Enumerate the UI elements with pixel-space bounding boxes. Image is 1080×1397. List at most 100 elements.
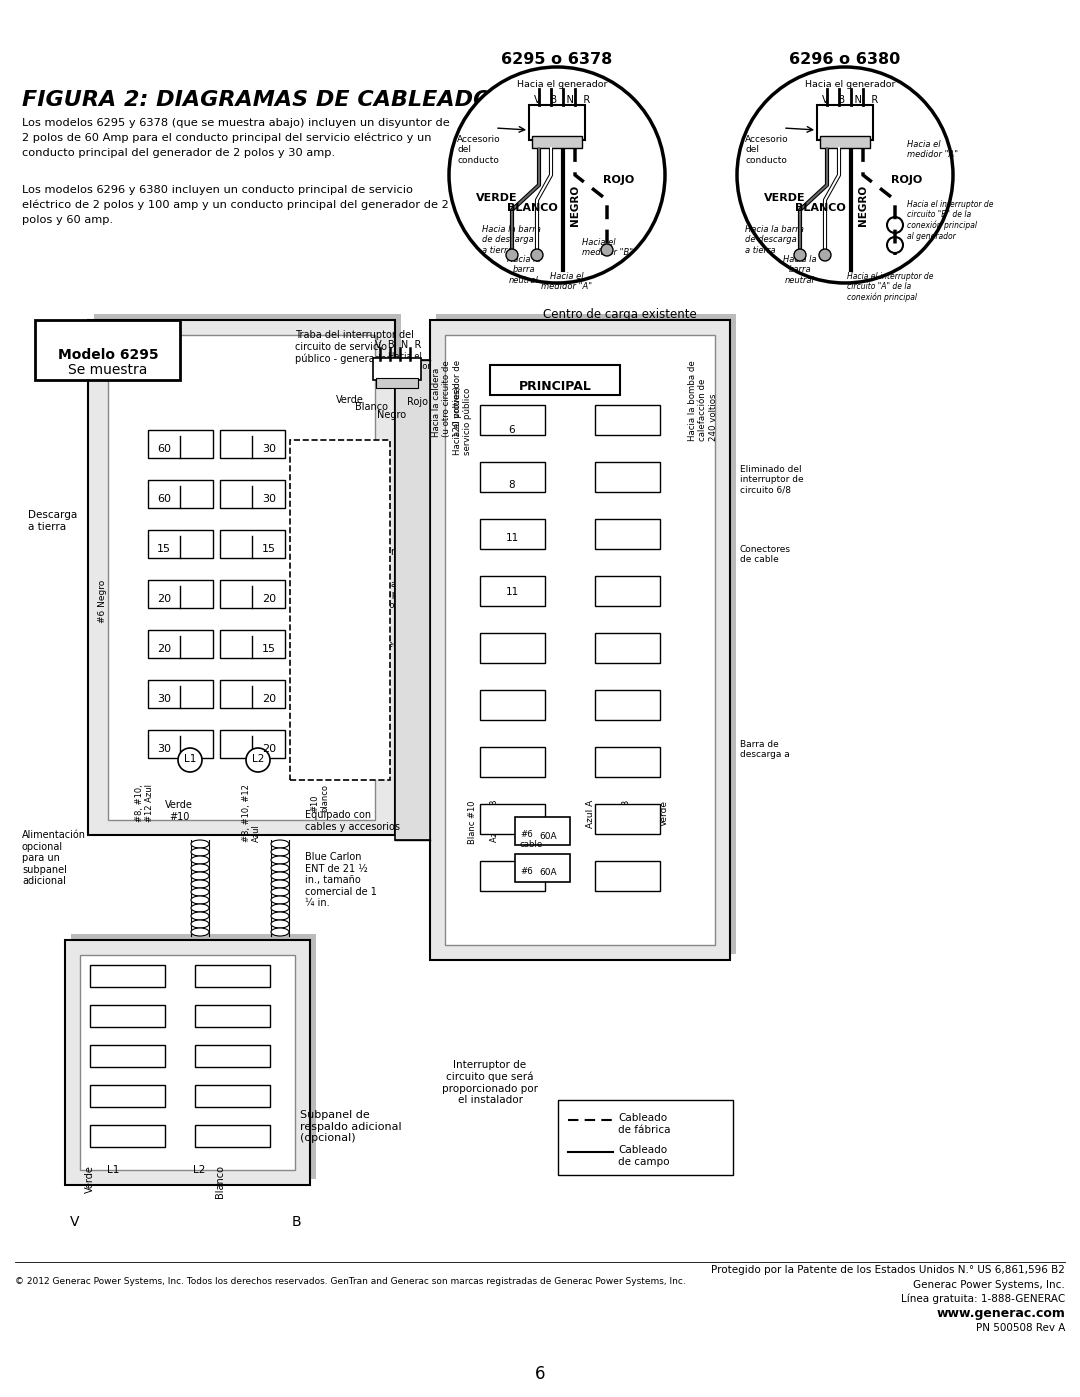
Text: 6: 6 [509, 425, 515, 434]
Text: Eliminado del
interruptor de
circuito 6/8: Eliminado del interruptor de circuito 6/… [740, 465, 804, 495]
Bar [445, 335, 715, 944]
Text: Alimentación
opcional
para un
subpanel
adicional: Alimentación opcional para un subpanel a… [22, 830, 86, 887]
Text: Hacia el
medidor "A": Hacia el medidor "A" [541, 272, 593, 292]
Text: V   B   N   R: V B N R [534, 95, 590, 105]
Text: Verde
#10: Verde #10 [165, 800, 193, 821]
Text: 15: 15 [262, 644, 276, 654]
Bar [595, 861, 660, 891]
Text: 20: 20 [157, 644, 171, 654]
Bar [195, 1085, 270, 1106]
Text: Conectores
de cable: Conectores de cable [740, 545, 791, 564]
Bar [80, 956, 295, 1171]
Bar [480, 861, 545, 891]
Text: L1: L1 [107, 1165, 120, 1175]
Ellipse shape [271, 863, 289, 872]
Text: Centro de carga existente: Centro de carga existente [543, 307, 697, 321]
Text: Eliminado del
interruptor de
circuito n.° 11: Eliminado del interruptor de circuito n.… [361, 580, 426, 610]
Bar [71, 935, 316, 1179]
Text: Hacia la caldera
(u otro circuito de
120 voltios): Hacia la caldera (u otro circuito de 120… [432, 360, 462, 437]
Text: ROJO: ROJO [604, 175, 635, 184]
Text: Interruptor de
circuito que será
proporcionado por
el instalador: Interruptor de circuito que será proporc… [442, 1060, 538, 1105]
Text: Blue Carlon
ENT de 21 ½
in., tamaño
comercial de 1
¼ in.: Blue Carlon ENT de 21 ½ in., tamaño come… [305, 852, 377, 908]
Text: 60: 60 [157, 495, 171, 504]
Bar [90, 965, 165, 988]
Bar [436, 314, 735, 954]
Bar [376, 379, 418, 388]
Bar [195, 1004, 270, 1027]
Text: Negro: Negro [377, 409, 406, 420]
Ellipse shape [271, 895, 289, 904]
Text: 15: 15 [157, 543, 171, 555]
Text: Verde: Verde [660, 800, 669, 826]
Text: L1: L1 [184, 754, 197, 764]
Ellipse shape [191, 880, 210, 888]
Bar [220, 630, 285, 658]
Bar [595, 633, 660, 664]
Circle shape [246, 747, 270, 773]
Bar [220, 529, 285, 557]
Bar [480, 747, 545, 777]
Ellipse shape [271, 921, 289, 928]
Ellipse shape [191, 895, 210, 904]
Text: Blanco: Blanco [355, 402, 389, 412]
Bar [90, 1085, 165, 1106]
Text: 60A: 60A [539, 868, 557, 877]
Text: 30: 30 [157, 694, 171, 704]
Text: Equipado con
cables y accesorios: Equipado con cables y accesorios [305, 810, 400, 831]
Text: V   B   N   R: V B N R [822, 95, 878, 105]
Bar [820, 136, 870, 148]
Text: Blanco: Blanco [215, 1165, 225, 1199]
Bar [595, 805, 660, 834]
Text: Hacia el
medidor "B": Hacia el medidor "B" [582, 237, 633, 257]
Bar [65, 940, 310, 1185]
Bar [195, 1045, 270, 1067]
Circle shape [600, 244, 613, 256]
Ellipse shape [271, 904, 289, 912]
Text: Generac Power Systems, Inc.: Generac Power Systems, Inc. [914, 1280, 1065, 1289]
Circle shape [507, 249, 518, 261]
Bar [87, 320, 395, 835]
Bar [148, 481, 213, 509]
Text: Cableado
de campo: Cableado de campo [618, 1146, 670, 1166]
Ellipse shape [191, 863, 210, 872]
Bar [148, 731, 213, 759]
Text: L2: L2 [252, 754, 265, 764]
Text: #8, #10,
#12 Azul: #8, #10, #12 Azul [135, 784, 154, 821]
Bar [480, 633, 545, 664]
Text: Los modelos 6296 y 6380 incluyen un conducto principal de servicio
eléctrico de : Los modelos 6296 y 6380 incluyen un cond… [22, 184, 449, 225]
Text: Hacia la
barra
neutral: Hacia la barra neutral [783, 256, 816, 285]
Text: #10
blanco: #10 blanco [310, 784, 329, 812]
Text: Subpanel de
respaldo adicional
(opcional): Subpanel de respaldo adicional (opcional… [300, 1111, 402, 1143]
Ellipse shape [191, 904, 210, 912]
Text: ROJO: ROJO [891, 175, 922, 184]
Bar [148, 580, 213, 608]
Bar [595, 405, 660, 434]
Bar [395, 360, 430, 840]
Text: 6: 6 [535, 1365, 545, 1383]
Text: Los modelos 6295 y 6378 (que se muestra abajo) incluyen un disyuntor de
2 polos : Los modelos 6295 y 6378 (que se muestra … [22, 117, 449, 158]
Text: Hacia el proveedor de
servicio público: Hacia el proveedor de servicio público [453, 360, 472, 455]
Text: Hacia el generador: Hacia el generador [805, 80, 895, 89]
Text: www.generac.com: www.generac.com [936, 1308, 1065, 1320]
Text: 11: 11 [505, 534, 518, 543]
Text: © 2012 Generac Power Systems, Inc. Todos los derechos reservados. GenTran and Ge: © 2012 Generac Power Systems, Inc. Todos… [15, 1277, 686, 1287]
Text: Hacia la barra
de descarga
a tierra: Hacia la barra de descarga a tierra [482, 225, 541, 254]
Bar [816, 105, 873, 140]
Ellipse shape [271, 888, 289, 895]
Bar [220, 731, 285, 759]
Text: Hacia la bomba de
calefacción de
240 voltios: Hacia la bomba de calefacción de 240 vol… [688, 360, 718, 440]
Ellipse shape [271, 880, 289, 888]
Text: #6: #6 [519, 868, 532, 876]
Text: #6
cable: #6 cable [519, 830, 543, 849]
Bar [490, 365, 620, 395]
Text: NEGRO: NEGRO [570, 184, 580, 226]
Ellipse shape [191, 848, 210, 856]
Text: Hacia el interruptor de
circuito "B" de la
conexión principal
al generador: Hacia el interruptor de circuito "B" de … [907, 200, 994, 240]
Bar [148, 430, 213, 458]
Text: Accesorio
del
conducto: Accesorio del conducto [457, 136, 501, 165]
Bar [108, 335, 375, 820]
Text: Descarga
a tierra: Descarga a tierra [28, 510, 78, 532]
Text: 60: 60 [157, 444, 171, 454]
Text: Hacia el
medidor "A": Hacia el medidor "A" [907, 140, 958, 159]
Text: Barra de
descarga a: Barra de descarga a [740, 740, 789, 760]
